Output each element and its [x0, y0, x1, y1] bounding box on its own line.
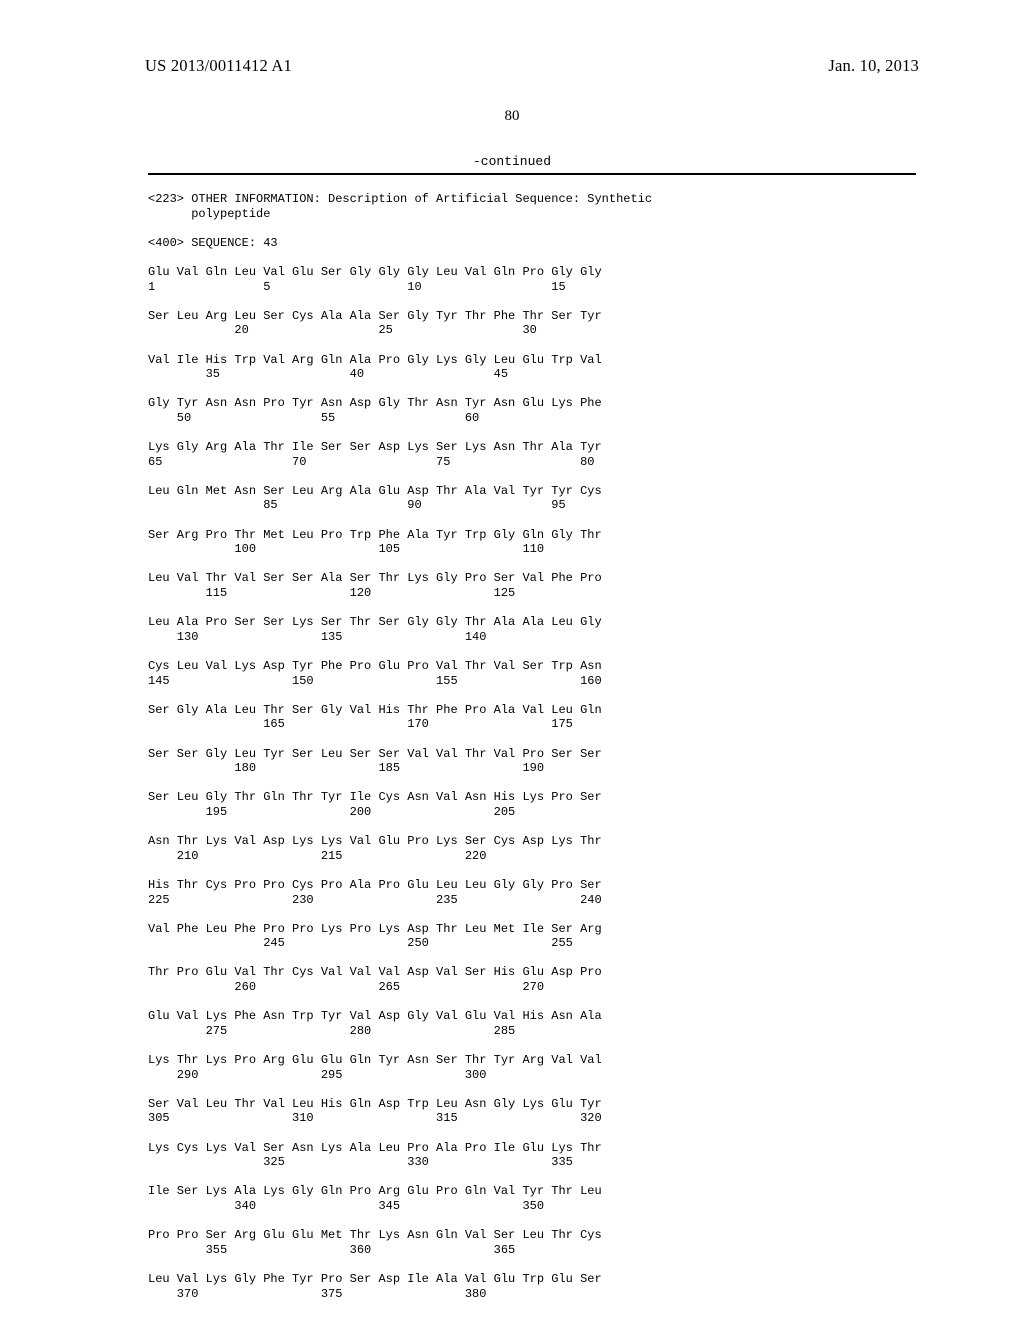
page: US 2013/0011412 A1 Jan. 10, 2013 80 -con… [0, 0, 1024, 1320]
continued-label: -continued [0, 154, 1024, 169]
page-number: 80 [0, 108, 1024, 125]
sequence-listing: <223> OTHER INFORMATION: Description of … [148, 192, 916, 1301]
publication-date: Jan. 10, 2013 [828, 56, 919, 76]
publication-number: US 2013/0011412 A1 [145, 56, 292, 76]
horizontal-rule [148, 173, 916, 175]
